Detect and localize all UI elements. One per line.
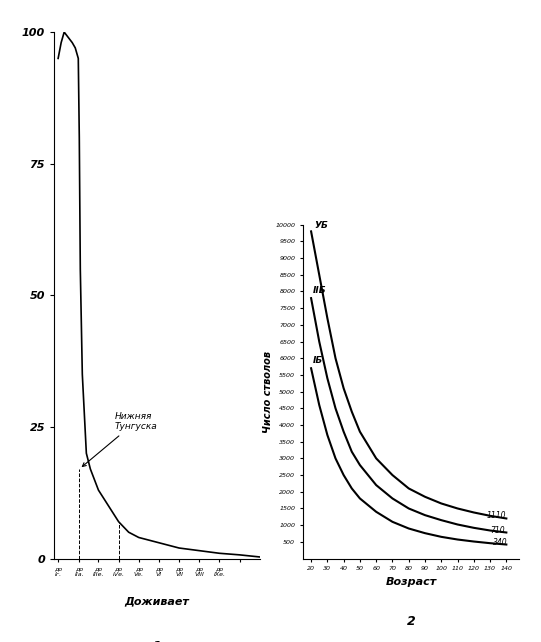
Text: Нижняя
Тунгуска: Нижняя Тунгуска — [82, 412, 157, 467]
Text: УБ: УБ — [314, 221, 328, 230]
Y-axis label: Число стволов: Число стволов — [262, 351, 273, 433]
X-axis label: Возраст: Возраст — [386, 577, 437, 587]
Text: IБ: IБ — [313, 356, 323, 365]
Text: 1: 1 — [153, 640, 161, 642]
X-axis label: Доживает: Доживает — [124, 596, 189, 607]
Text: 710: 710 — [490, 526, 505, 535]
Text: 340: 340 — [493, 538, 508, 547]
Text: IIБ: IIБ — [313, 286, 326, 295]
Text: 2: 2 — [407, 615, 415, 629]
Text: 1110: 1110 — [487, 510, 506, 519]
